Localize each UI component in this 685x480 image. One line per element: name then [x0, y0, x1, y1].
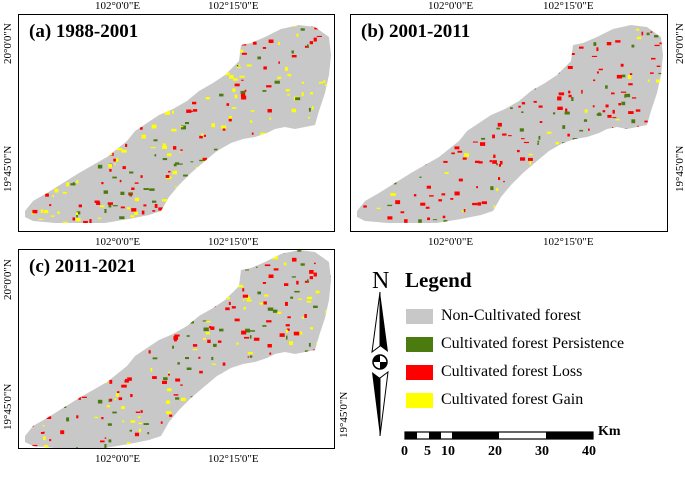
map-a-svg — [25, 25, 331, 223]
legend-item-loss: Cultivated forest Loss — [406, 362, 582, 382]
tick-b-bottom-lon-1: 102°0'0"E — [428, 236, 474, 248]
tick-c-bottom-lon-2: 102°15'0"E — [208, 453, 259, 465]
map-b-svg — [357, 25, 663, 223]
scale-tick-5: 5 — [424, 444, 431, 459]
scale-tick-20: 20 — [488, 444, 502, 459]
legend-label: Cultivated forest Loss — [441, 363, 583, 380]
tick-b-lat-1: 20°0'0"N — [674, 23, 685, 64]
study-area-outline — [357, 25, 663, 223]
legend-label: Cultivated forest Persistence — [441, 335, 625, 352]
scale-tick-0: 0 — [401, 444, 408, 459]
legend-item-gain: Cultivated forest Gain — [406, 390, 583, 410]
scale-unit: Km — [598, 424, 621, 439]
map-panel-b: (b) 2001-2011 — [350, 14, 668, 232]
panel-title-a: (a) 1988-2001 — [29, 21, 139, 42]
tick-a-top-lon-2: 102°15'0"E — [208, 0, 259, 12]
legend-swatch — [406, 392, 433, 408]
study-area-outline — [25, 250, 331, 448]
scale-tick-10: 10 — [441, 444, 455, 459]
tick-a-lat-2: 19°45'0"N — [2, 145, 14, 192]
scale-bar — [404, 431, 594, 440]
panel-title-b: (b) 2001-2011 — [361, 21, 471, 42]
tick-c-top-lon-1: 102°0'0"E — [95, 236, 141, 248]
tick-c-bottom-lon-1: 102°0'0"E — [95, 453, 141, 465]
tick-c-lat-2: 19°45'0"N — [2, 383, 14, 430]
tick-a-lat-1: 20°0'0"N — [2, 23, 14, 64]
legend-label: Non-Cultivated forest — [441, 307, 581, 324]
study-area-outline — [25, 25, 331, 223]
legend-label: Cultivated forest Gain — [441, 391, 584, 408]
tick-b-bottom-lon-2: 102°15'0"E — [543, 236, 594, 248]
tick-c-lat-3: 19°45'0"N — [338, 391, 350, 438]
legend-swatch — [406, 364, 433, 380]
tick-b-top-lon-2: 102°15'0"E — [543, 0, 594, 12]
tick-c-lat-1: 20°0'0"N — [2, 259, 14, 300]
legend-title: Legend — [405, 268, 472, 292]
map-panel-c: (c) 2011-2021 — [18, 249, 335, 449]
legend-item-non-cultivated: Non-Cultivated forest — [406, 306, 581, 326]
tick-c-top-lon-2: 102°15'0"E — [208, 236, 259, 248]
legend-swatch — [406, 308, 433, 324]
tick-b-lat-2: 19°45'0"N — [674, 145, 685, 192]
tick-a-top-lon-1: 102°0'0"E — [95, 0, 141, 12]
scale-tick-40: 40 — [582, 444, 596, 459]
legend-item-persistence: Cultivated forest Persistence — [406, 334, 624, 354]
map-c-svg — [25, 250, 331, 448]
panel-title-c: (c) 2011-2021 — [29, 256, 137, 277]
scale-tick-30: 30 — [535, 444, 549, 459]
north-arrow-icon — [371, 291, 389, 437]
north-label: N — [372, 268, 390, 294]
map-panel-a: (a) 1988-2001 — [18, 14, 335, 232]
legend-swatch — [406, 336, 433, 352]
tick-b-top-lon-1: 102°0'0"E — [428, 0, 474, 12]
